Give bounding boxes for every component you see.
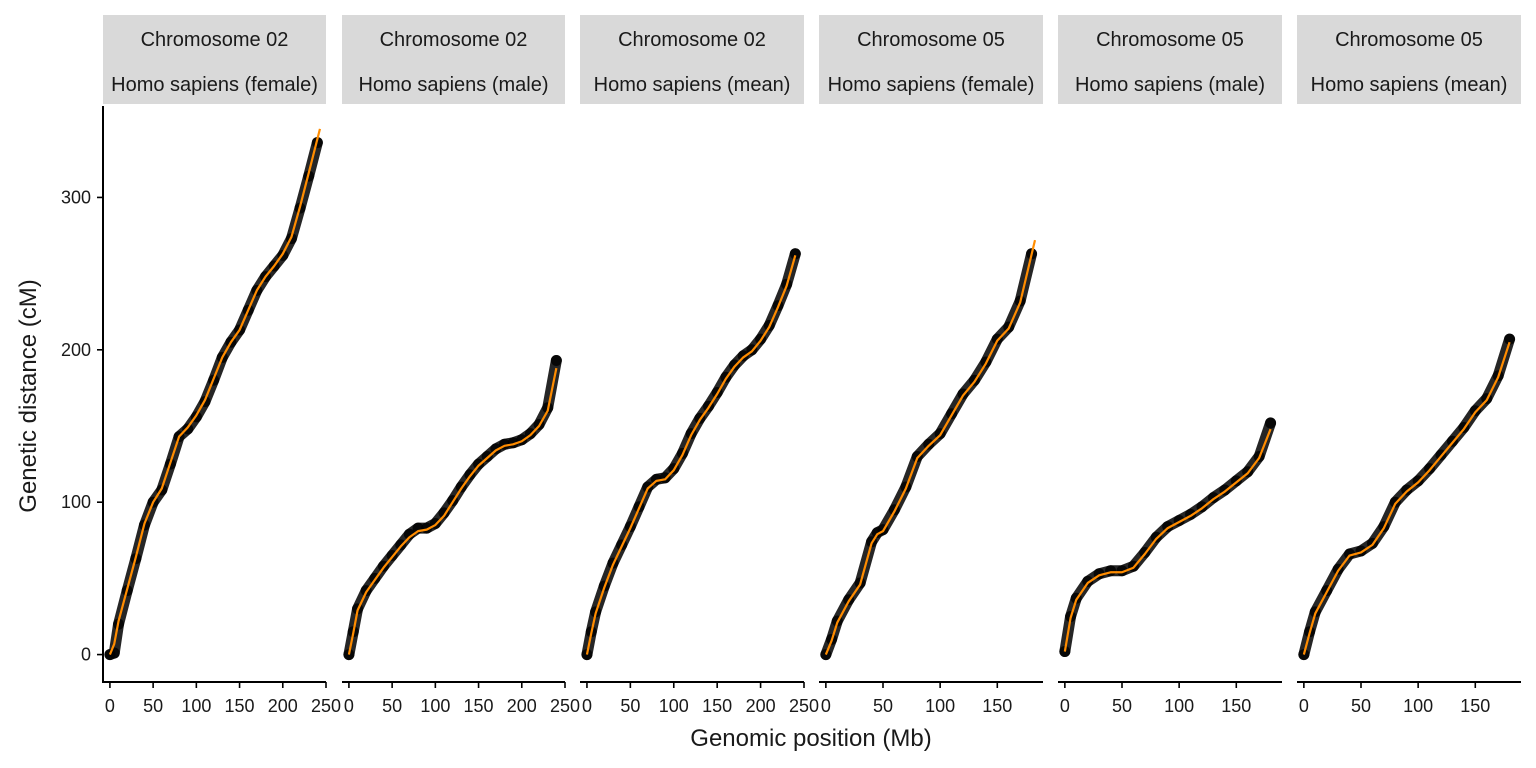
y-axis: 0 100 200 300 [61,106,104,683]
facet-strip [103,15,326,104]
data-point-band [581,248,801,661]
data-point [923,438,935,450]
x-tick-label: 100 [1403,696,1433,716]
facet-strip [1297,15,1521,104]
x-tick-label: 150 [464,696,494,716]
panel-plot-area [104,128,323,661]
facet-strip [1058,15,1282,104]
fit-line [585,255,797,655]
data-point-band [343,354,562,661]
data-point-band [104,137,323,661]
x-tick-label: 100 [925,696,955,716]
x-tick-label: 50 [143,696,163,716]
x-tick-label: 100 [1164,696,1194,716]
facet-strip [342,15,565,104]
x-tick-label: 0 [821,696,831,716]
data-point [1401,484,1413,496]
x-tick-label: 0 [344,696,354,716]
x-tick-label: 100 [181,696,211,716]
facet-panel: Chromosome 02 Homo sapiens (mean) 0 50 100 15… [580,15,819,716]
x-tick-label: 150 [1221,696,1251,716]
x-tick-label: 250 [550,696,580,716]
data-point [473,458,485,470]
data-point [737,350,749,362]
data-point [642,481,654,493]
x-tick-label: 200 [746,696,776,716]
data-point [403,528,415,540]
fit-line [824,239,1037,655]
facet-strip-chromosome: Chromosome 02 [618,29,766,51]
x-axis-title: Genomic position (Mb) [690,725,931,752]
facet-strip [819,15,1043,104]
data-point-band [1298,333,1516,661]
x-tick-label: 250 [789,696,819,716]
x-tick-label: 100 [659,696,689,716]
data-point-band [1059,417,1277,658]
panel-plot-area [343,354,562,661]
data-point [789,248,801,260]
fit-line [108,128,322,655]
x-tick-label: 50 [1112,696,1132,716]
data-point [1150,531,1162,543]
facet-panel: Chromosome 05 Homo sapiens (male) 0 50 100 15… [1058,15,1282,716]
facet-strip-chromosome: Chromosome 02 [380,29,528,51]
data-point [550,354,562,366]
fit-line [347,367,558,655]
y-axis-title: Genetic distance (cM) [15,279,42,512]
panel-plot-area [581,248,801,661]
facet-strip-chromosome: Chromosome 05 [857,29,1005,51]
x-tick-label: 50 [620,696,640,716]
x-tick-label: 50 [873,696,893,716]
facet-strip-chromosome: Chromosome 02 [141,29,289,51]
facet-strip-population: Homo sapiens (male) [1075,74,1265,96]
facet-strip [580,15,804,104]
y-tick-label: 300 [61,187,91,207]
panel-plot-area [1298,333,1516,661]
facet-panel: Chromosome 05 Homo sapiens (female) 0 50 100… [819,15,1043,716]
x-tick-label: 50 [382,696,402,716]
x-tick-label: 200 [507,696,537,716]
data-point-band [820,248,1038,661]
fit-line [1063,428,1272,652]
x-tick-label: 150 [982,696,1012,716]
facet-panel: Chromosome 05 Homo sapiens (mean) 0 50 100 15… [1297,15,1521,716]
facet-strip-population: Homo sapiens (mean) [1311,74,1508,96]
facet-strip-population: Homo sapiens (female) [828,74,1035,96]
x-tick-label: 150 [702,696,732,716]
data-point [1105,565,1117,577]
y-tick-label: 0 [81,645,91,665]
data-point [1504,333,1516,345]
x-tick-label: 0 [582,696,592,716]
x-tick-label: 200 [268,696,298,716]
facet-panel: Chromosome 02 Homo sapiens (female) 0 50 100… [103,15,341,716]
fit-line [1302,341,1511,655]
x-tick-label: 150 [225,696,255,716]
facet-panel: Chromosome 02 Homo sapiens (male) 0 50 100 15… [342,15,580,716]
panel-plot-area [820,239,1038,661]
data-point [1116,565,1128,577]
x-tick-label: 0 [105,696,115,716]
y-tick-label: 200 [61,340,91,360]
x-tick-label: 0 [1299,696,1309,716]
x-tick-label: 100 [420,696,450,716]
facet-strip-population: Homo sapiens (female) [111,74,318,96]
x-tick-label: 250 [311,696,341,716]
data-point [1265,417,1277,429]
y-tick-label: 100 [61,492,91,512]
facet-panels: Chromosome 02 Homo sapiens (female) 0 50 100… [103,15,1521,716]
data-point [1344,548,1356,560]
facet-strip-chromosome: Chromosome 05 [1096,29,1244,51]
data-point [1082,575,1094,587]
facet-strip-chromosome: Chromosome 05 [1335,29,1483,51]
facet-strip-population: Homo sapiens (male) [358,74,548,96]
x-tick-label: 150 [1460,696,1490,716]
panel-plot-area [1059,417,1277,658]
x-tick-label: 50 [1351,696,1371,716]
facet-strip-population: Homo sapiens (mean) [594,74,791,96]
x-tick-label: 0 [1060,696,1070,716]
